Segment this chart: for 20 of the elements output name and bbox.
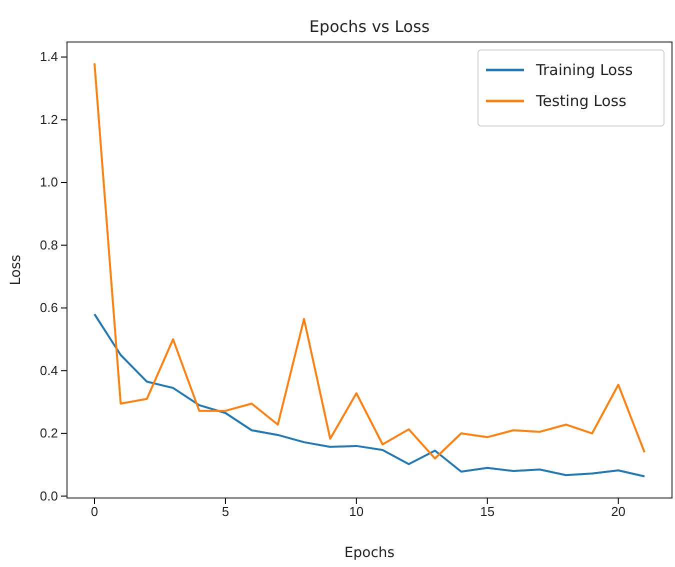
x-tick-label: 10 xyxy=(349,504,364,520)
chart-title: Epochs vs Loss xyxy=(309,17,430,36)
line-series xyxy=(94,62,646,460)
y-tick-label: 1.0 xyxy=(40,174,58,190)
legend-label: Training Loss xyxy=(535,61,634,79)
legend-label: Testing Loss xyxy=(535,92,627,110)
x-tick-label: 20 xyxy=(611,504,626,520)
y-tick-label: 1.4 xyxy=(40,49,58,64)
x-tick-label: 5 xyxy=(222,504,230,520)
y-tick-label: 0.0 xyxy=(40,488,58,504)
x-tick-label: 0 xyxy=(90,504,98,520)
y-tick-label: 0.4 xyxy=(40,362,58,378)
x-tick-label: 15 xyxy=(480,504,495,520)
y-tick-label: 0.2 xyxy=(40,426,58,441)
y-axis-title: Loss xyxy=(8,254,24,286)
y-tick-label: 0.8 xyxy=(40,237,58,252)
y-tick-label: 0.6 xyxy=(40,300,58,316)
y-tick-label: 1.2 xyxy=(40,112,58,127)
line-series xyxy=(94,313,646,478)
x-axis-title: Epochs xyxy=(344,545,395,561)
